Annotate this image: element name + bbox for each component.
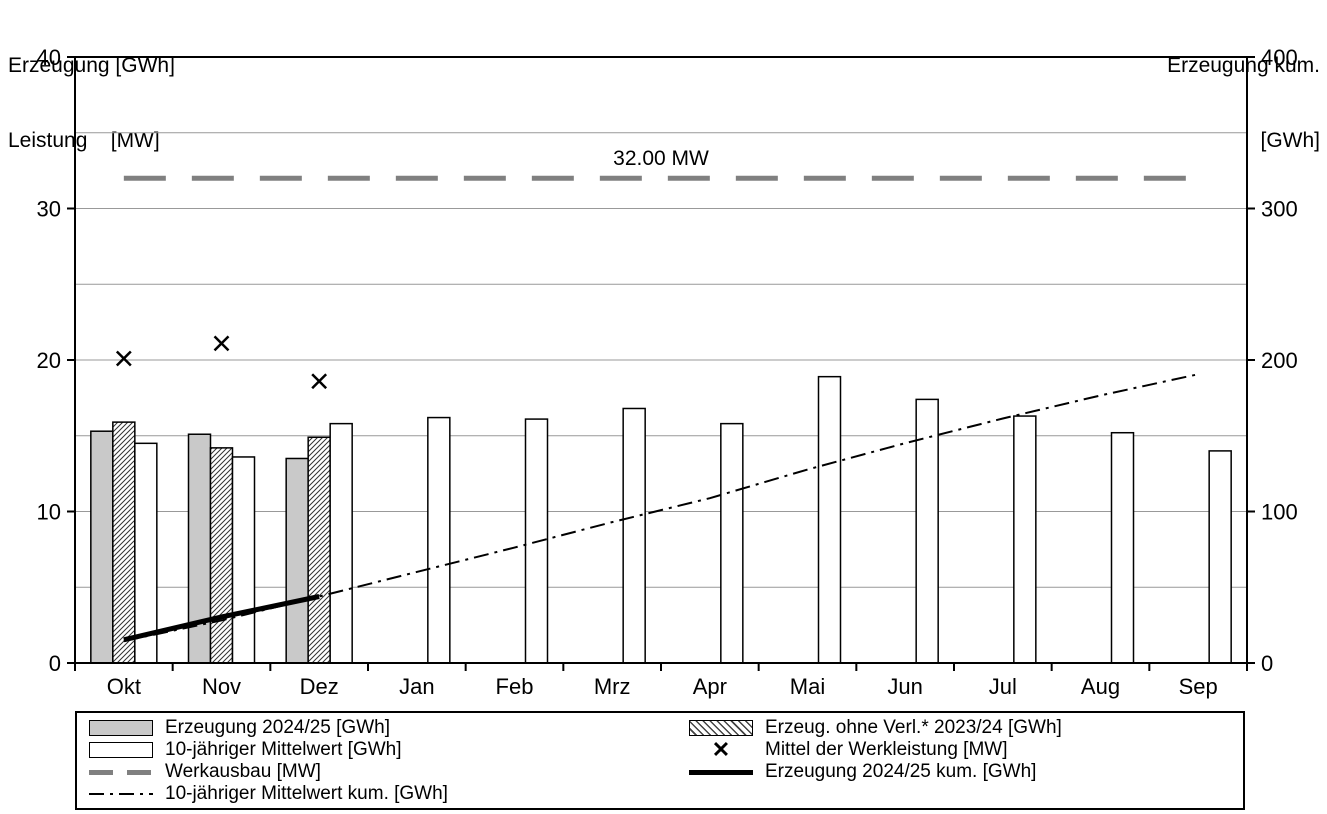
svg-text:Feb: Feb — [496, 674, 534, 699]
left-axis-title: Erzeugung [GWh] Leistung [MW] — [8, 3, 175, 203]
svg-text:Sep: Sep — [1179, 674, 1218, 699]
svg-text:Nov: Nov — [202, 674, 241, 699]
legend: Erzeugung 2024/25 [GWh] 10-jähriger Mitt… — [75, 711, 1245, 810]
svg-text:100: 100 — [1261, 500, 1298, 525]
legend-item-mittel-werkleistung: ✕ Mittel der Werkleistung [MW] — [689, 739, 1231, 761]
werkausbau-annotation: 32.00 MW — [613, 147, 709, 170]
hatched-bar-swatch-icon — [689, 720, 753, 736]
mittelwert-kum-line — [123, 373, 1199, 643]
svg-text:200: 200 — [1261, 348, 1298, 373]
legend-label: 10-jähriger Mittelwert kum. [GWh] — [165, 783, 448, 804]
svg-text:40: 40 — [37, 45, 61, 70]
legend-item-erzeug-ohne-verl: Erzeug. ohne Verl.* 2023/24 [GWh] — [689, 717, 1231, 739]
legend-label: Mittel der Werkleistung [MW] — [765, 739, 1008, 760]
right-axis-title-line1: Erzeugung kum. — [1167, 54, 1320, 77]
legend-label: Erzeugung 2024/25 [GWh] — [165, 717, 390, 738]
left-axis-title-line2: Leistung [MW] — [8, 129, 160, 152]
thick-line-swatch-icon — [689, 769, 753, 775]
svg-text:Mai: Mai — [790, 674, 825, 699]
svg-text:Aug: Aug — [1081, 674, 1120, 699]
legend-item-erzeugung-kum: Erzeugung 2024/25 kum. [GWh] — [689, 761, 1231, 783]
werkleistung-x-markers — [115, 335, 328, 390]
erzeugung-kum-line — [123, 594, 320, 643]
legend-label: Werkausbau [MW] — [165, 761, 321, 782]
svg-text:400: 400 — [1261, 45, 1298, 70]
legend-item-10jahr-mittelwert-kum: 10-jähriger Mittelwert kum. [GWh] — [89, 783, 689, 805]
svg-text:0: 0 — [49, 651, 61, 676]
svg-text:30: 30 — [37, 197, 61, 222]
svg-text:Apr: Apr — [693, 674, 727, 699]
svg-text:Dez: Dez — [300, 674, 339, 699]
svg-text:0: 0 — [1261, 651, 1273, 676]
svg-text:300: 300 — [1261, 197, 1298, 222]
legend-item-10jahr-mittelwert: 10-jähriger Mittelwert [GWh] — [89, 739, 689, 761]
svg-text:Mrz: Mrz — [594, 674, 631, 699]
svg-text:Okt: Okt — [107, 674, 141, 699]
left-axis-title-line1: Erzeugung [GWh] — [8, 54, 175, 77]
svg-text:Jun: Jun — [887, 674, 922, 699]
dashdot-line-swatch-icon — [89, 793, 153, 795]
legend-item-werkausbau: Werkausbau [MW] — [89, 761, 689, 783]
svg-text:Jul: Jul — [989, 674, 1017, 699]
x-marker-icon: ✕ — [711, 737, 731, 762]
gray-bar-swatch-icon — [89, 720, 153, 736]
gridlines — [75, 132, 1247, 588]
legend-label: Erzeugung 2024/25 kum. [GWh] — [765, 761, 1037, 782]
legend-item-erzeugung-2024-25: Erzeugung 2024/25 [GWh] — [89, 717, 689, 739]
svg-text:20: 20 — [37, 348, 61, 373]
legend-label: Erzeug. ohne Verl.* 2023/24 [GWh] — [765, 717, 1062, 738]
right-axis-title-line2: [GWh] — [1260, 129, 1320, 152]
svg-text:Jan: Jan — [399, 674, 434, 699]
svg-text:10: 10 — [37, 500, 61, 525]
right-axis-title: Erzeugung kum. [GWh] — [1167, 3, 1320, 203]
white-bar-swatch-icon — [89, 742, 153, 758]
dashed-line-swatch-icon — [89, 769, 153, 775]
legend-label: 10-jähriger Mittelwert [GWh] — [165, 739, 402, 760]
